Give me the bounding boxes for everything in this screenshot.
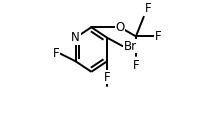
Text: N: N [71, 31, 80, 44]
Text: F: F [133, 59, 139, 72]
Text: Br: Br [123, 40, 137, 53]
Text: O: O [115, 21, 125, 34]
Text: F: F [155, 30, 162, 43]
Text: F: F [53, 47, 59, 60]
Text: F: F [104, 71, 110, 84]
Text: F: F [145, 2, 151, 15]
